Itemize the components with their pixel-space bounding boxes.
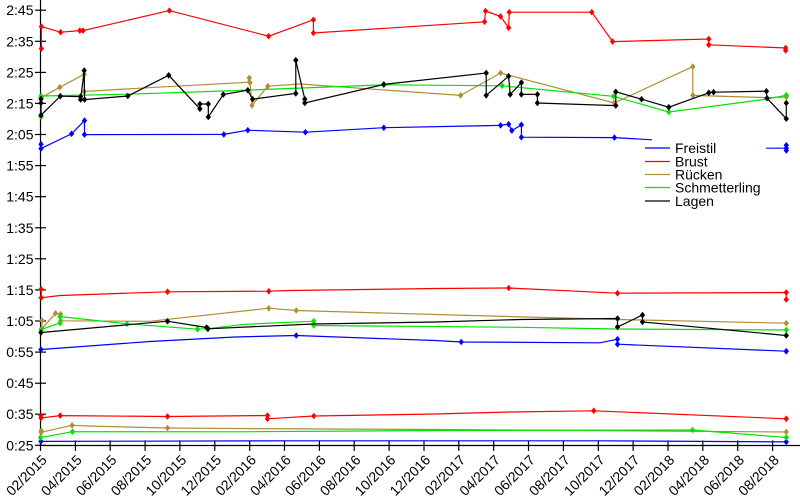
svg-text:2:35: 2:35 [6, 33, 33, 49]
svg-text:2:25: 2:25 [6, 64, 33, 80]
svg-text:1:25: 1:25 [6, 251, 33, 267]
svg-text:1:05: 1:05 [6, 313, 33, 329]
svg-text:1:35: 1:35 [6, 220, 33, 236]
svg-text:0:55: 0:55 [6, 344, 33, 360]
svg-text:Rücken: Rücken [675, 167, 722, 183]
svg-text:1:45: 1:45 [6, 189, 33, 205]
svg-text:2:15: 2:15 [6, 95, 33, 111]
svg-text:1:55: 1:55 [6, 158, 33, 174]
svg-text:0:35: 0:35 [6, 406, 33, 422]
svg-text:0:25: 0:25 [6, 437, 33, 453]
svg-text:Schmetterling: Schmetterling [675, 180, 761, 196]
svg-text:Lagen: Lagen [675, 193, 714, 209]
svg-text:Freistil: Freistil [675, 140, 716, 156]
svg-text:Brust: Brust [675, 154, 708, 170]
svg-text:2:45: 2:45 [6, 2, 33, 18]
svg-text:1:15: 1:15 [6, 282, 33, 298]
svg-text:0:45: 0:45 [6, 375, 33, 391]
svg-text:2:05: 2:05 [6, 127, 33, 143]
